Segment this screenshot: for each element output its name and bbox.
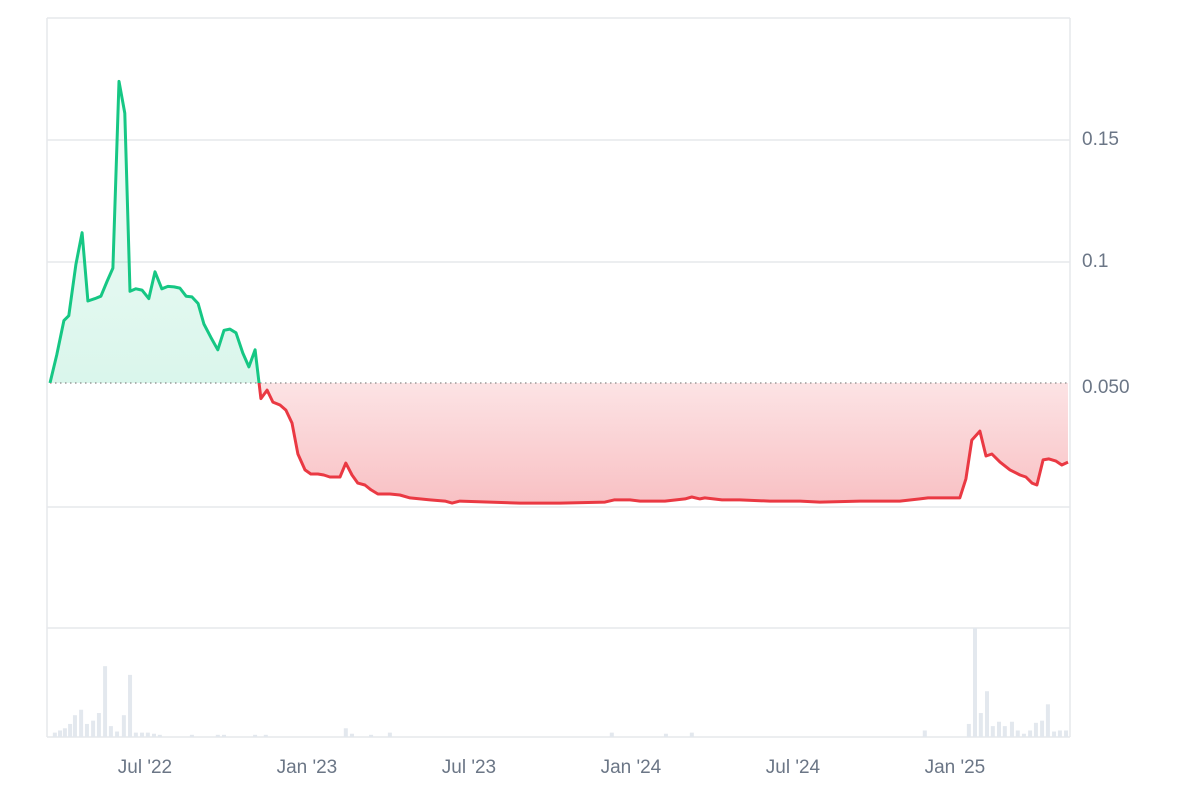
volume-bar: [215, 734, 220, 737]
volume-bar: [1015, 730, 1020, 737]
volume-bar: [1021, 733, 1026, 737]
volume-bar: [128, 674, 133, 737]
volume-bar: [133, 732, 138, 737]
volume-bar: [689, 732, 694, 737]
y-tick-label: 0.1: [1082, 251, 1108, 272]
baseline-label: 0.050: [1082, 377, 1130, 398]
volume-bar: [387, 732, 392, 737]
x-tick-label: Jan '24: [601, 757, 662, 778]
volume-bar: [990, 726, 995, 737]
volume-bar: [369, 734, 374, 737]
volume-bar: [221, 734, 226, 737]
area: [50, 81, 1068, 504]
volume-bar: [663, 733, 668, 737]
volume-bar: [349, 733, 354, 737]
x-tick-label: Jul '22: [118, 757, 172, 778]
volume-bar: [922, 730, 927, 737]
volume-bar: [152, 733, 157, 737]
volume-bar: [253, 734, 258, 737]
volume-bar: [189, 734, 194, 737]
volume-bar: [978, 713, 983, 737]
volume-bar: [996, 721, 1001, 737]
volume-bar: [985, 691, 990, 737]
volume-bar: [115, 731, 120, 737]
volume-bar: [68, 723, 73, 737]
volume-bar: [108, 726, 113, 737]
volume-bar: [121, 715, 126, 737]
volume-bar: [263, 734, 268, 737]
volume-bar: [1009, 721, 1014, 737]
volume-bar: [1028, 730, 1033, 737]
volume-bar: [96, 713, 101, 737]
volume-bar: [973, 628, 978, 737]
volume-bar: [84, 723, 89, 737]
volume-bar: [1064, 730, 1069, 737]
volume-bar: [1045, 704, 1050, 737]
volume-bar: [52, 732, 57, 737]
volume-bar: [1033, 722, 1038, 737]
volume-bar: [157, 734, 162, 737]
volume-bar: [145, 732, 150, 737]
volume-bar: [91, 720, 96, 737]
x-tick-label: Jul '24: [766, 757, 821, 778]
volume-bar: [79, 709, 84, 737]
volume-bar: [966, 723, 971, 737]
volume-bar: [140, 732, 145, 737]
volume-bar: [1057, 730, 1062, 737]
x-tick-label: Jan '25: [925, 757, 986, 778]
volume-bar: [1040, 720, 1045, 737]
volume-bar: [1052, 731, 1057, 737]
volume-bar: [103, 666, 108, 737]
y-tick-label: 0.15: [1082, 129, 1119, 150]
volume-bar: [62, 728, 67, 737]
volume-bar: [343, 728, 348, 737]
volume-bar: [72, 715, 77, 737]
volume-bar: [58, 730, 63, 737]
price-line: [48, 79, 1069, 505]
volume-bar: [609, 732, 614, 737]
x-tick-label: Jan '23: [277, 757, 338, 778]
x-tick-label: Jul '23: [442, 757, 496, 778]
volume-bar: [1002, 726, 1007, 737]
